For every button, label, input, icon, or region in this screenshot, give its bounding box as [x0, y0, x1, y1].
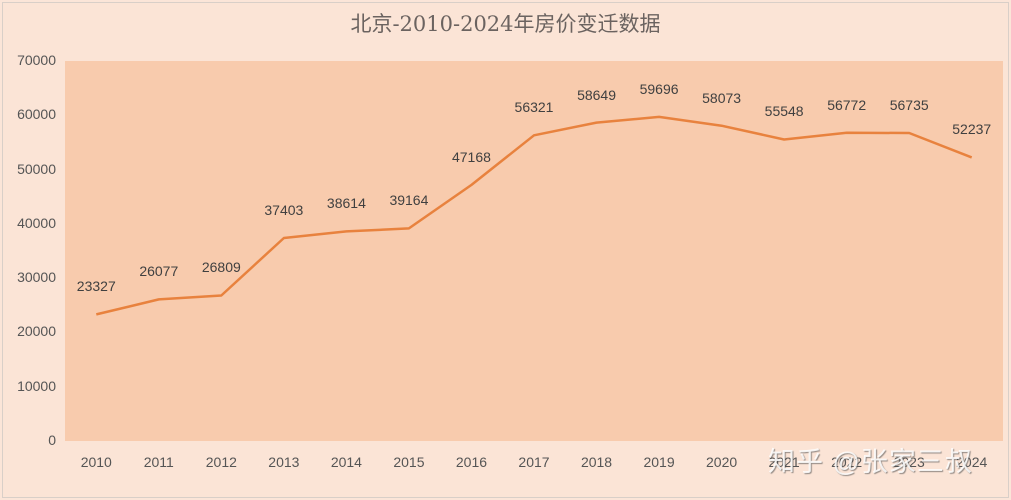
data-label: 58073	[702, 89, 742, 106]
data-label: 26809	[201, 259, 241, 276]
data-label: 58649	[577, 86, 616, 103]
y-tick-label: 10000	[17, 377, 56, 394]
y-tick-label: 20000	[17, 323, 56, 340]
plot-background	[65, 61, 1003, 441]
x-tick-label: 2024	[956, 454, 988, 470]
x-tick-label: 2022	[831, 454, 863, 470]
y-tick-label: 60000	[17, 106, 56, 123]
y-tick-label: 40000	[17, 214, 56, 231]
data-label: 52237	[952, 121, 992, 138]
x-tick-label: 2014	[330, 454, 362, 470]
watermark: 知乎 @张家三叔	[768, 447, 973, 477]
data-label: 37403	[264, 201, 304, 218]
x-tick-label: 2020	[706, 454, 738, 470]
data-label: 26077	[139, 263, 179, 280]
x-tick-label: 2013	[268, 454, 300, 470]
x-tick-label: 2023	[893, 454, 925, 470]
x-tick-label: 2019	[643, 454, 675, 470]
data-label: 56735	[889, 97, 929, 113]
x-tick-label: 2010	[80, 454, 112, 470]
x-tick-label: 2011	[143, 454, 174, 470]
y-tick-label: 30000	[17, 269, 56, 286]
x-tick-label: 2016	[455, 454, 488, 470]
y-tick-label: 0	[48, 432, 56, 448]
data-label: 55548	[764, 103, 804, 120]
x-tick-label: 2012	[205, 454, 237, 470]
data-label: 56321	[514, 99, 554, 116]
data-label: 47168	[451, 148, 491, 165]
series-line	[96, 115, 973, 316]
x-tick-label: 2018	[580, 454, 613, 470]
x-tick-label: 2015	[393, 454, 425, 470]
data-label: 59696	[639, 80, 679, 97]
data-label: 38614	[326, 195, 366, 212]
data-label: 56772	[827, 96, 867, 113]
data-label: 23327	[76, 278, 116, 295]
data-label: 39164	[389, 192, 429, 209]
x-tick-label: 2017	[518, 454, 550, 470]
y-tick-label: 70000	[17, 52, 56, 68]
x-tick-label: 2021	[768, 454, 800, 470]
chart-title: 北京-2010-2024年房价变迁数据	[350, 12, 661, 36]
y-tick-label: 50000	[17, 160, 56, 177]
